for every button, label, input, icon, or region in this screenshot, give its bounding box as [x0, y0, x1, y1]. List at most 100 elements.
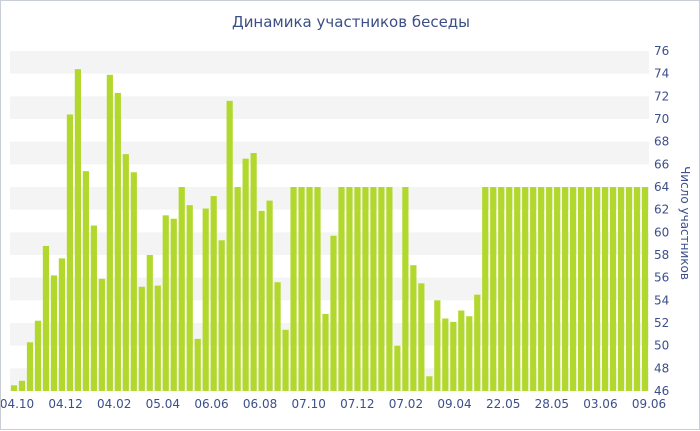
y-axis-label: Число участников: [678, 166, 692, 280]
bar: [370, 187, 377, 391]
x-tick-label: 07.12: [340, 397, 374, 411]
bar: [346, 187, 353, 391]
grid-band: [10, 323, 649, 346]
bar: [74, 69, 81, 391]
bar: [617, 187, 625, 391]
bar: [586, 187, 593, 391]
bar: [194, 338, 201, 391]
bar: [266, 200, 273, 391]
bar: [322, 313, 329, 391]
bar: [442, 318, 449, 391]
chart-title: Динамика участников беседы: [231, 13, 471, 31]
y-tick-label: 62: [654, 203, 669, 217]
bar: [466, 316, 473, 391]
bar: [98, 278, 105, 391]
grid-band: [10, 232, 649, 255]
bar: [378, 187, 385, 391]
y-tick-label: 70: [654, 112, 669, 126]
bar: [394, 345, 401, 391]
bar: [522, 187, 529, 391]
bar: [258, 210, 265, 391]
bar: [458, 310, 465, 391]
bar: [514, 187, 521, 391]
y-tick-label: 50: [654, 339, 669, 353]
bar: [354, 187, 361, 391]
x-tick-label: 07.10: [292, 397, 326, 411]
bar: [170, 218, 177, 391]
y-tick-label: 48: [654, 361, 669, 375]
bar: [601, 187, 609, 391]
bar: [90, 225, 97, 391]
y-tick-label: 66: [654, 157, 669, 171]
y-tick-label: 52: [654, 316, 669, 330]
x-tick-label: 04.12: [48, 397, 82, 411]
bar: [18, 380, 26, 391]
bar: [162, 215, 169, 391]
y-tick-label: 68: [654, 135, 669, 149]
bar: [593, 187, 601, 391]
bar: [210, 196, 217, 391]
bar: [274, 282, 281, 391]
bar: [562, 187, 569, 391]
bar: [178, 187, 185, 391]
bar: [138, 286, 145, 391]
y-tick-label: 72: [654, 89, 669, 103]
bar: [242, 158, 249, 391]
x-tick-label: 22.05: [486, 397, 520, 411]
x-tick-label: 04.10: [1, 397, 34, 411]
x-tick-label: 05.04: [146, 397, 180, 411]
grid-band: [10, 51, 649, 74]
grid-band: [10, 141, 649, 165]
bar: [434, 300, 441, 391]
x-tick-label: 06.06: [194, 397, 228, 411]
bar: [609, 187, 617, 391]
x-tick-label: 03.06: [583, 397, 617, 411]
bar: [450, 321, 457, 391]
bar: [633, 187, 641, 391]
bar: [625, 187, 633, 391]
bar: [186, 205, 193, 391]
bar: [226, 100, 233, 392]
bar: [530, 187, 537, 391]
bar: [506, 187, 513, 391]
y-tick-label: 46: [654, 384, 669, 398]
bar: [641, 187, 649, 391]
x-tick-label: 09.06: [632, 397, 666, 411]
grid-band: [10, 187, 649, 210]
bar: [146, 255, 153, 391]
bar: [34, 320, 42, 391]
x-tick-label: 06.08: [243, 397, 277, 411]
bar: [482, 187, 489, 391]
bar: [498, 187, 505, 391]
bar: [554, 187, 561, 391]
bar: [298, 187, 305, 391]
bar: [250, 153, 257, 391]
bar: [10, 385, 18, 391]
bar: [122, 154, 129, 391]
x-tick-label: 04.02: [97, 397, 131, 411]
bar: [130, 172, 137, 391]
bar: [106, 74, 113, 392]
bar: [282, 329, 289, 391]
y-tick-label: 60: [654, 225, 669, 239]
bar: [578, 187, 585, 391]
bar: [82, 171, 89, 391]
bar: [234, 187, 241, 391]
x-tick-label: 09.04: [437, 397, 471, 411]
bar: [154, 285, 161, 391]
bar: [330, 235, 337, 391]
bar: [26, 342, 34, 391]
bar: [314, 187, 321, 391]
y-tick-label: 54: [654, 293, 669, 307]
grid-band: [10, 96, 649, 119]
bar: [546, 187, 553, 391]
bar: [474, 294, 481, 391]
y-tick-label: 64: [654, 180, 669, 194]
bar: [410, 265, 417, 391]
x-tick-label: 28.05: [535, 397, 569, 411]
bar: [338, 187, 345, 391]
bar: [42, 245, 50, 391]
y-tick-label: 56: [654, 271, 669, 285]
